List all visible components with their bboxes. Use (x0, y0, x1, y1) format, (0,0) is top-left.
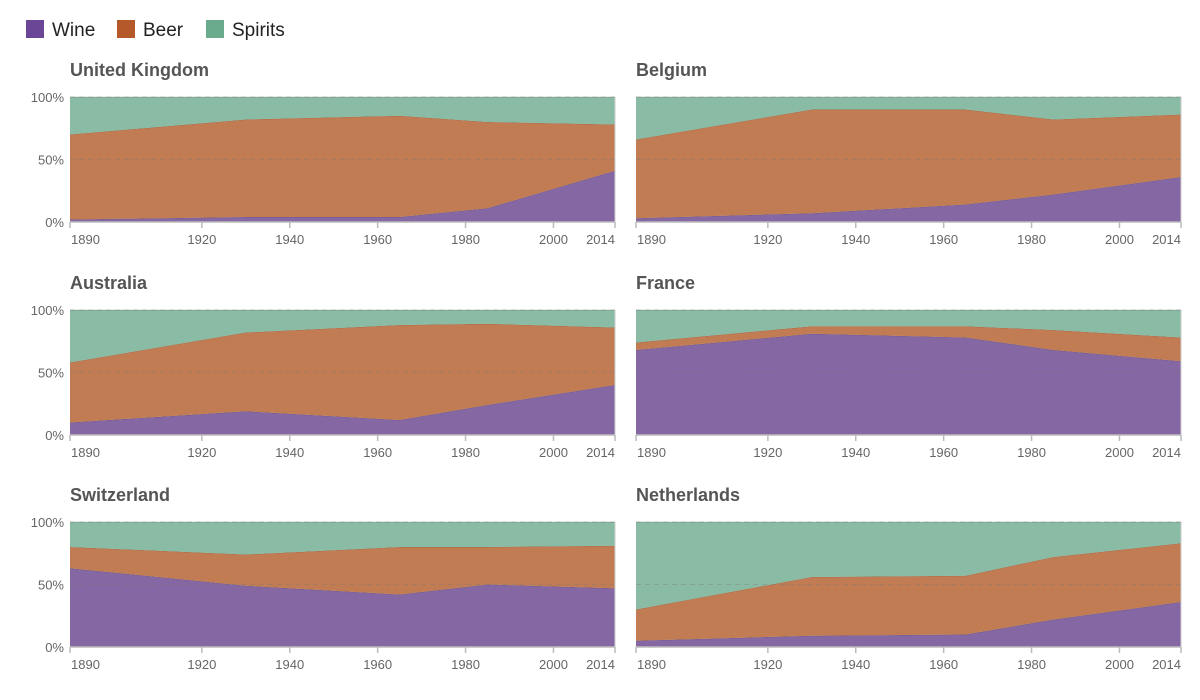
legend-label: Spirits (232, 20, 285, 41)
panel-title: France (636, 273, 695, 293)
area-spirits (636, 310, 1181, 343)
y-tick-label: 0% (45, 640, 64, 655)
area-beer (70, 115, 615, 220)
x-tick-label: 1960 (363, 657, 392, 672)
x-tick-label: 2000 (539, 657, 568, 672)
x-tick-label: 1980 (1017, 657, 1046, 672)
x-tick-label: 2014 (586, 657, 615, 672)
area-beer (636, 109, 1181, 219)
area-wine (636, 177, 1181, 222)
y-tick-label: 50% (38, 366, 64, 381)
x-tick-label: 1890 (71, 657, 100, 672)
x-tick-label: 2014 (1152, 657, 1181, 672)
y-tick-label: 0% (45, 215, 64, 230)
area-beer (636, 543, 1181, 641)
x-tick-label: 2014 (586, 445, 615, 460)
area-wine (70, 568, 615, 647)
legend-swatch (206, 20, 224, 38)
x-tick-label: 1890 (71, 232, 100, 247)
x-tick-label: 1960 (363, 445, 392, 460)
area-wine (636, 333, 1181, 435)
area-spirits (70, 522, 615, 555)
area-spirits (70, 97, 615, 135)
legend: Wine Beer Spirits (26, 20, 285, 41)
x-tick-label: 1960 (929, 445, 958, 460)
x-tick-label: 2000 (539, 445, 568, 460)
x-tick-label: 1920 (187, 445, 216, 460)
x-tick-label: 1920 (753, 445, 782, 460)
x-tick-label: 1940 (275, 232, 304, 247)
x-tick-label: 1960 (929, 657, 958, 672)
x-tick-label: 2000 (1105, 657, 1134, 672)
panel-netherlands: Netherlands 1890 1920 1940 1960 1980 2000 2014 (635, 485, 1182, 672)
x-tick-label: 1980 (451, 657, 480, 672)
panel-title: Belgium (636, 60, 707, 80)
area-beer (70, 545, 615, 595)
x-tick-label: 1890 (637, 232, 666, 247)
x-tick-label: 1920 (753, 657, 782, 672)
x-tick-label: 1940 (841, 657, 870, 672)
area-beer (636, 326, 1181, 362)
legend-label: Wine (52, 20, 95, 41)
legend-swatch (117, 20, 135, 38)
x-tick-label: 1920 (187, 657, 216, 672)
area-spirits (636, 522, 1181, 610)
x-tick-label: 1980 (451, 232, 480, 247)
legend-item-wine: Wine (26, 20, 95, 41)
legend-item-beer: Beer (117, 20, 184, 41)
panel-title: Netherlands (636, 485, 740, 505)
y-tick-label: 100% (31, 90, 65, 105)
area-spirits (636, 97, 1181, 140)
x-tick-label: 1980 (1017, 232, 1046, 247)
panels: United Kingdom 1890 1920 1940 1960 1980 2000 20… (31, 60, 1182, 672)
area-wine (70, 385, 615, 435)
panel-title: Switzerland (70, 485, 170, 505)
x-tick-label: 1940 (841, 445, 870, 460)
x-tick-label: 2000 (1105, 445, 1134, 460)
area-spirits (70, 310, 615, 363)
area-wine (636, 602, 1181, 647)
y-tick-label: 50% (38, 153, 64, 168)
x-tick-label: 2000 (1105, 232, 1134, 247)
y-tick-label: 0% (45, 428, 64, 443)
x-tick-label: 1980 (1017, 445, 1046, 460)
x-tick-label: 1940 (275, 657, 304, 672)
legend-label: Beer (143, 20, 184, 41)
x-tick-label: 1890 (637, 657, 666, 672)
y-tick-label: 50% (38, 578, 64, 593)
x-tick-label: 1980 (451, 445, 480, 460)
panel-title: United Kingdom (70, 60, 209, 80)
x-tick-label: 1940 (841, 232, 870, 247)
x-tick-label: 1920 (187, 232, 216, 247)
area-beer (70, 323, 615, 423)
legend-item-spirits: Spirits (206, 20, 285, 41)
x-tick-label: 1890 (637, 445, 666, 460)
x-tick-label: 2000 (539, 232, 568, 247)
x-tick-label: 2014 (586, 232, 615, 247)
x-tick-label: 1890 (71, 445, 100, 460)
x-tick-label: 2014 (1152, 445, 1181, 460)
area-wine (70, 170, 615, 222)
x-tick-label: 1940 (275, 445, 304, 460)
panel-switzerland: Switzerland 1890 1920 1940 1960 1980 2000 2014 0… (31, 485, 616, 672)
panel-france: France 1890 1920 1940 1960 1980 2000 2014 (635, 273, 1182, 460)
x-tick-label: 1960 (929, 232, 958, 247)
panel-title: Australia (70, 273, 148, 293)
x-tick-label: 1960 (363, 232, 392, 247)
panel-united-kingdom: United Kingdom 1890 1920 1940 1960 1980 2000 20… (31, 60, 616, 247)
y-tick-label: 100% (31, 303, 65, 318)
y-tick-label: 100% (31, 515, 65, 530)
panel-belgium: Belgium 1890 1920 1940 1960 1980 2000 2014 (635, 60, 1182, 247)
panel-australia: Australia 1890 1920 1940 1960 1980 2000 2014 0% 5… (31, 273, 616, 460)
legend-swatch (26, 20, 44, 38)
x-tick-label: 2014 (1152, 232, 1181, 247)
x-tick-label: 1920 (753, 232, 782, 247)
